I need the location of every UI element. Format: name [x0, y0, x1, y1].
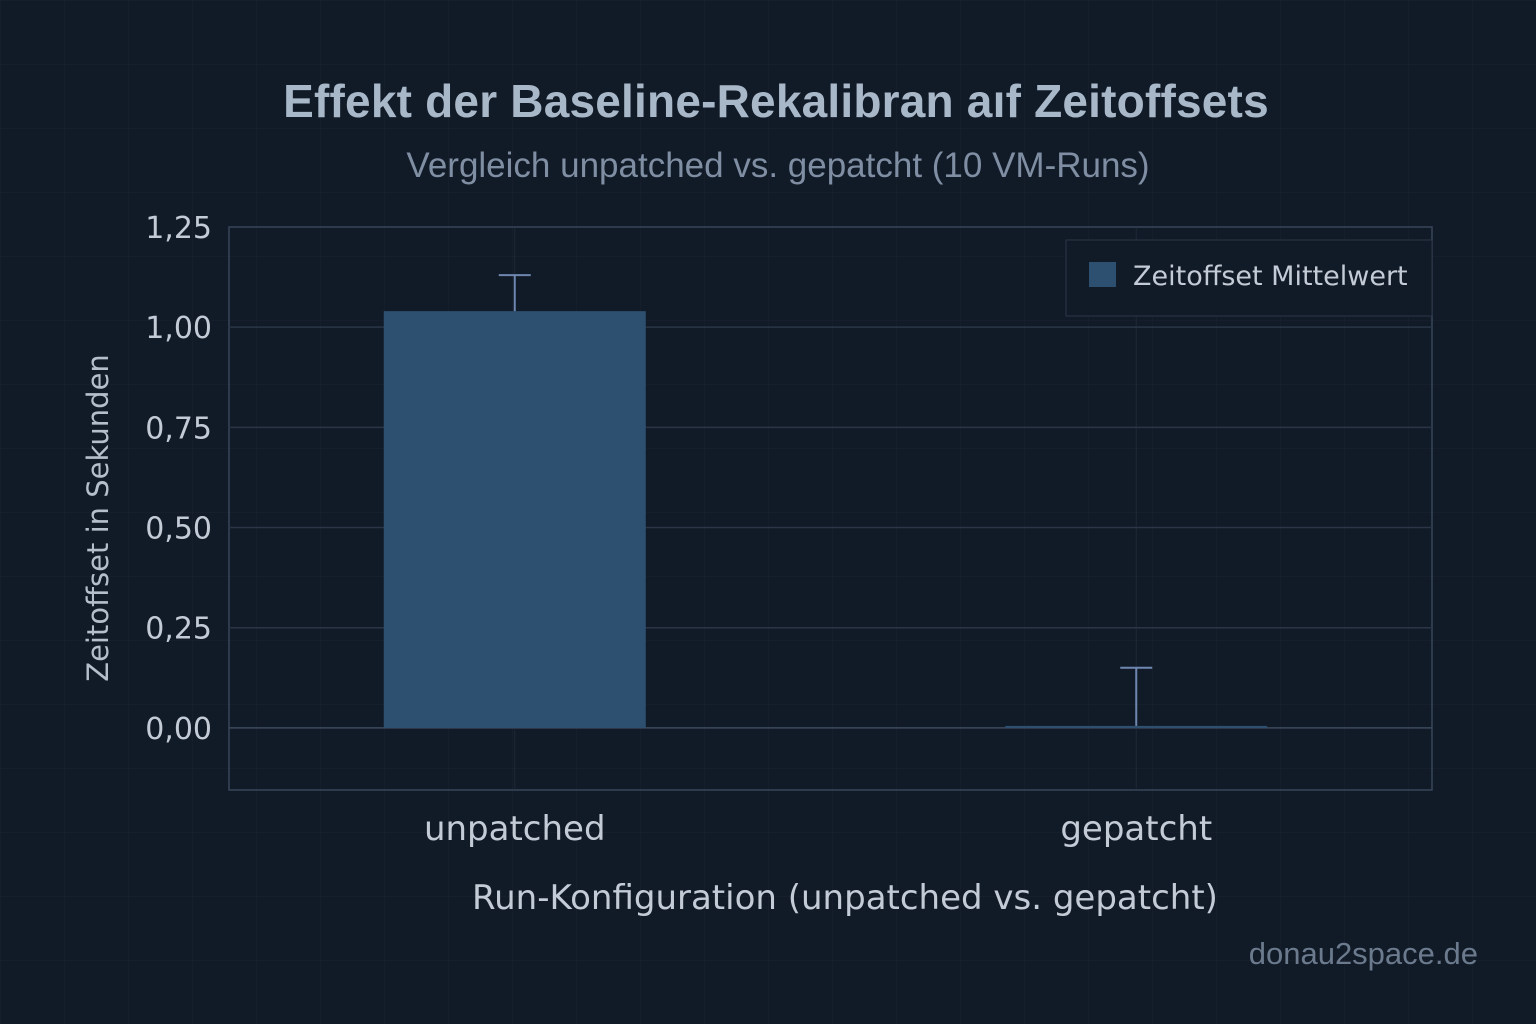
legend-label: Zeitoffset Mittelwert: [1133, 261, 1408, 292]
y-tick-label: 0,00: [145, 712, 212, 747]
x-tick-label: gepatcht: [1060, 809, 1212, 849]
x-tick-label: unpatched: [424, 809, 606, 849]
y-tick-label: 0,25: [145, 612, 212, 647]
legend: Zeitoffset Mittelwert: [1065, 239, 1433, 317]
y-tick-label: 1,00: [145, 311, 212, 346]
y-tick-label: 0,75: [145, 411, 212, 446]
chart-title: Effekt der Baseline-Rekalibran aıf Zeito…: [283, 75, 1269, 127]
chart-subtitle: Vergleich unpatched vs. gepatcht (10 VM-…: [406, 146, 1150, 185]
legend-box: [1065, 239, 1433, 317]
y-axis-label: Zeitoffset in Sekunden: [81, 354, 115, 682]
y-tick-label: 1,25: [145, 211, 212, 246]
bar: [383, 311, 646, 728]
bar: [1005, 725, 1268, 728]
x-tick-labels: unpatched gepatcht: [424, 809, 1212, 849]
y-tick-label: 0,50: [145, 512, 212, 547]
bars: [383, 311, 1268, 728]
y-tick-labels: 0,00 0,25 0,50 0,75 1,00 1,25: [145, 211, 212, 747]
plot-area: [228, 226, 1433, 791]
error-bars: [498, 274, 1153, 726]
x-axis-label: Run-Konfiguration (unpatched vs. gepatch…: [472, 878, 1218, 918]
watermark: donau2space.de: [1248, 936, 1478, 971]
legend-swatch: [1089, 262, 1116, 287]
